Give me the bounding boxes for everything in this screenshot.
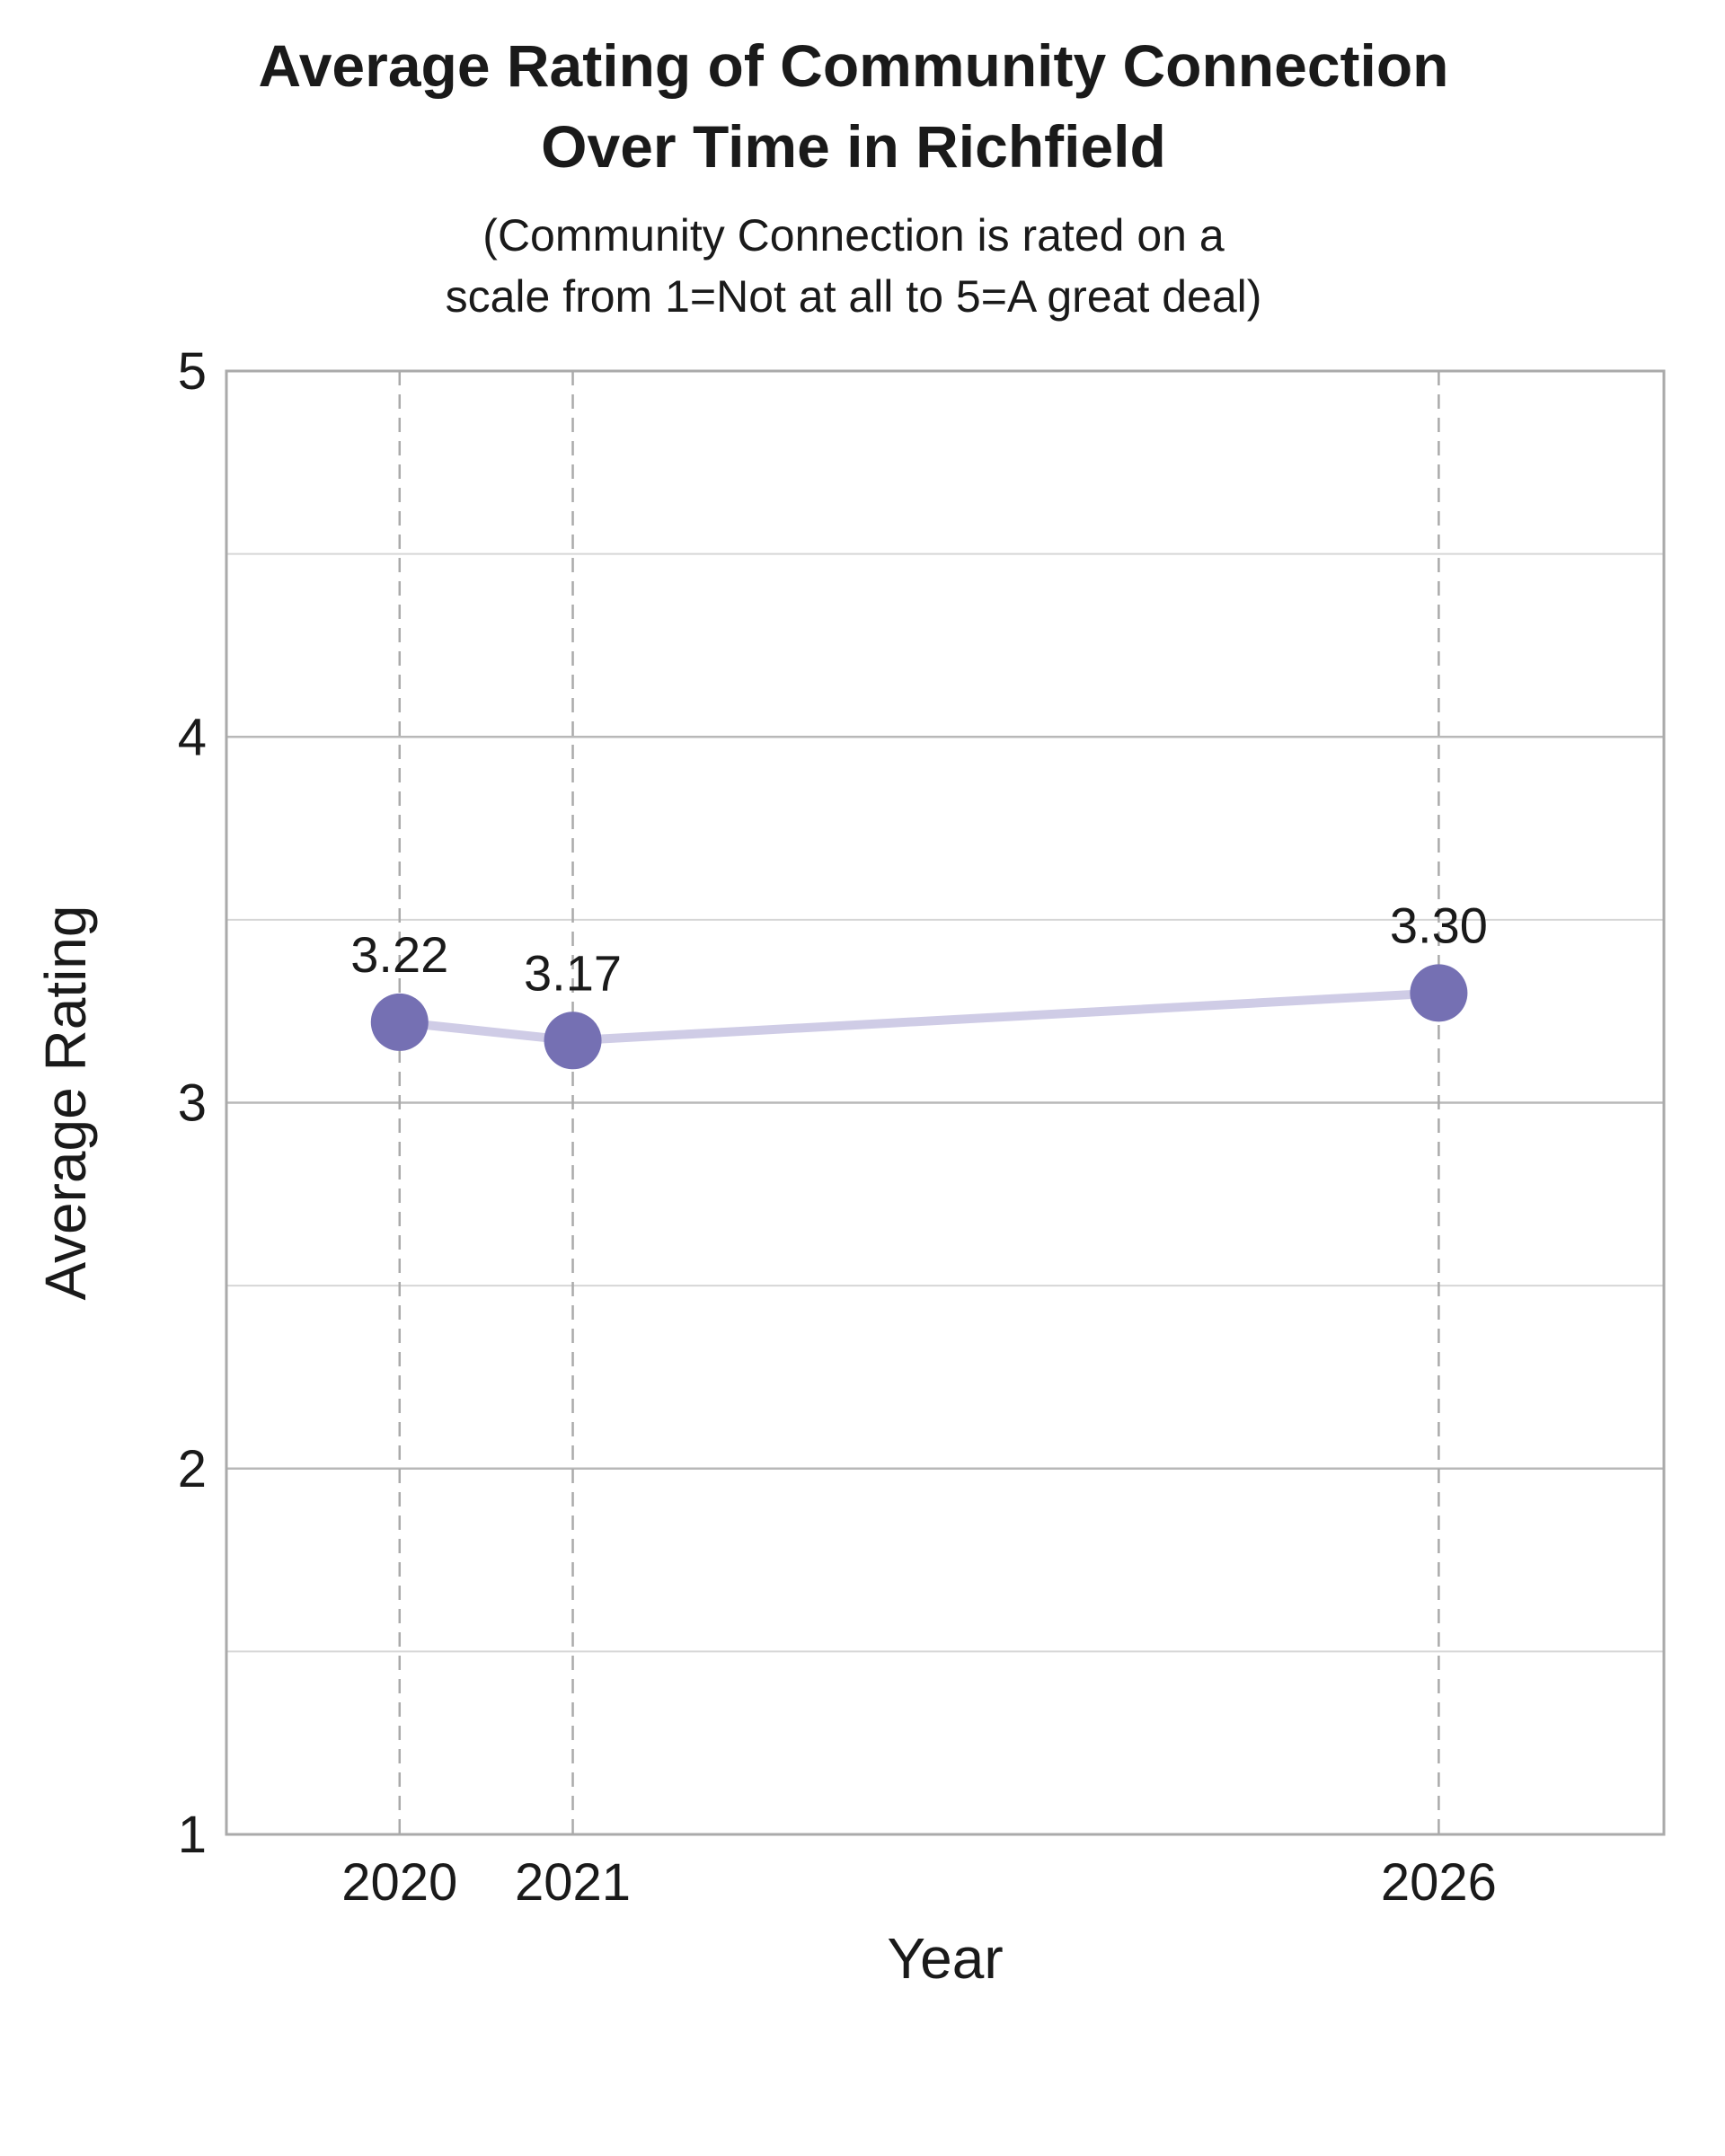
chart-title-line-1: Average Rating of Community Connection <box>258 32 1449 99</box>
data-label: 3.30 <box>1390 897 1488 953</box>
data-point <box>544 1012 602 1070</box>
x-axis-label: Year <box>887 1926 1003 1991</box>
data-label: 3.22 <box>350 926 448 983</box>
data-labels: 3.22 3.17 3.30 <box>350 897 1488 1001</box>
grid-layer <box>226 371 1664 1834</box>
data-point <box>1410 964 1468 1022</box>
x-tick-label: 2026 <box>1381 1853 1497 1912</box>
x-tick-label: 2020 <box>341 1853 457 1912</box>
y-tick-label: 2 <box>178 1440 207 1498</box>
plot-frame <box>225 369 1666 1836</box>
chart-subtitle-line-2: scale from 1=Not at all to 5=A great dea… <box>445 271 1262 322</box>
y-axis-label: Average Rating <box>33 906 98 1301</box>
y-axis-ticks: 1 2 3 4 5 <box>178 342 207 1864</box>
y-tick-label: 5 <box>178 342 207 401</box>
chart-subtitle-line-1: (Community Connection is rated on a <box>482 210 1225 261</box>
chart-subtitle: (Community Connection is rated on a scal… <box>0 205 1707 327</box>
chart-title: Average Rating of Community Connection O… <box>0 25 1707 187</box>
y-tick-label: 1 <box>178 1806 207 1864</box>
x-axis-ticks: 2020 2021 2026 <box>341 1853 1497 1912</box>
data-label: 3.17 <box>524 944 622 1001</box>
y-tick-label: 4 <box>178 708 207 766</box>
y-tick-label: 3 <box>178 1074 207 1133</box>
chart-title-line-2: Over Time in Richfield <box>541 113 1166 180</box>
data-point <box>370 993 429 1051</box>
x-tick-label: 2021 <box>515 1853 631 1912</box>
data-points <box>370 964 1468 1070</box>
